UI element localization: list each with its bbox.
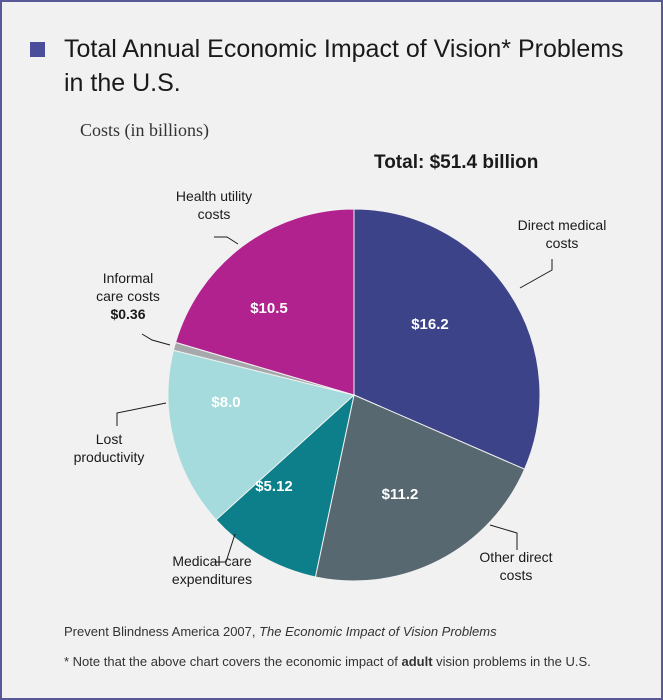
slice-value-label: $16.2 — [411, 316, 449, 333]
slice-category-label: Informal — [103, 270, 154, 286]
slice-value-label: $8.0 — [211, 394, 240, 411]
pie-slice — [314, 394, 526, 582]
title-bullet-square — [30, 42, 45, 57]
chart-total-label: Total: $51.4 billion — [374, 152, 539, 173]
slice-value-label: $10.5 — [250, 300, 288, 317]
leader-line — [214, 236, 239, 245]
slice-category-label: care costs — [96, 288, 160, 304]
leader-line — [116, 402, 167, 426]
chart-title: Total Annual Economic Impact of Vision* … — [64, 32, 624, 100]
chart-subtitle: Costs (in billions) — [80, 120, 210, 140]
slice-value-label: $0.36 — [110, 306, 145, 322]
footnote: * Note that the above chart covers the e… — [64, 652, 654, 671]
footnote-bold: adult — [401, 654, 433, 669]
leader-line — [212, 533, 236, 563]
slice-category-label: productivity — [74, 449, 145, 465]
chart-title-line1: Total Annual Economic Impact of Vision* … — [64, 35, 624, 63]
slice-category-label: costs — [198, 206, 231, 222]
leader-line — [519, 259, 553, 289]
pie-chart: $16.2 $11.2 $5.12 $8.0 $10.5 Direct medical c… — [74, 188, 607, 587]
slice-category-label: Other direct — [479, 549, 552, 565]
slice-category-label: Lost — [96, 431, 123, 447]
chart-title-line2: in the U.S. — [64, 69, 181, 97]
pie-slice — [167, 349, 356, 521]
source-title: The Economic Impact of Vision Problems — [259, 624, 497, 639]
slice-value-label: $5.12 — [255, 478, 293, 495]
pie-slice — [215, 393, 355, 578]
source-prefix: Prevent Blindness America 2007, — [64, 624, 260, 639]
footnote-prefix: * Note that the above chart covers the e… — [64, 654, 402, 669]
leader-line — [141, 333, 171, 346]
slice-category-label: Health utility — [176, 188, 252, 204]
slice-category-label: Medical care — [172, 553, 252, 569]
pie-slice — [174, 208, 355, 396]
leader-line — [489, 524, 518, 550]
footnote-suffix: vision problems in the U.S. — [432, 654, 591, 669]
slice-value-label: $11.2 — [382, 486, 419, 503]
slice-category-label: expenditures — [172, 571, 252, 587]
slice-category-label: costs — [500, 567, 533, 583]
pie-slice — [353, 208, 541, 470]
source-citation: Prevent Blindness America 2007, The Econ… — [64, 624, 497, 639]
slice-category-label: Direct medical — [518, 217, 607, 233]
slice-category-label: costs — [546, 235, 579, 251]
